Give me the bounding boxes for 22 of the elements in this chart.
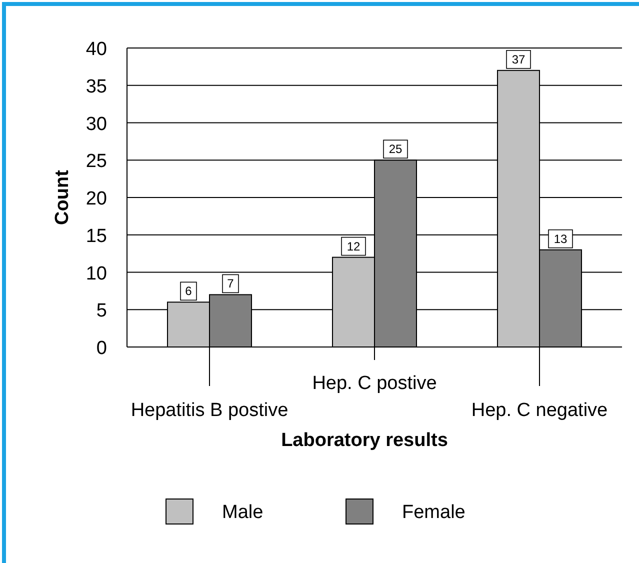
y-tick-label: 35	[86, 76, 107, 98]
y-tick-label: 5	[96, 300, 107, 322]
y-tick-label: 0	[96, 338, 107, 359]
y-tick-label: 20	[86, 188, 107, 210]
x-tick-label: Hepatitis B postive	[130, 400, 288, 421]
y-tick-label: 30	[86, 114, 107, 135]
y-axis-title: Count	[52, 169, 73, 225]
data-label: 6	[185, 284, 192, 298]
data-label: 12	[346, 239, 360, 254]
data-label: 7	[227, 276, 234, 291]
x-axis-title: Laboratory results	[281, 430, 448, 451]
data-label: 13	[554, 232, 568, 246]
legend-label: Female	[402, 502, 466, 523]
x-tick-label: Hep. C negative	[471, 400, 608, 421]
x-tick-label: Hep. C postive	[312, 373, 437, 394]
y-tick-label: 40	[86, 39, 107, 60]
y-tick-label: 10	[86, 263, 107, 284]
y-tick-label: 15	[86, 226, 107, 247]
data-label: 37	[512, 52, 526, 66]
legend-label: Male	[222, 502, 264, 523]
data-label: 25	[388, 142, 402, 156]
y-tick-label: 25	[86, 151, 107, 172]
